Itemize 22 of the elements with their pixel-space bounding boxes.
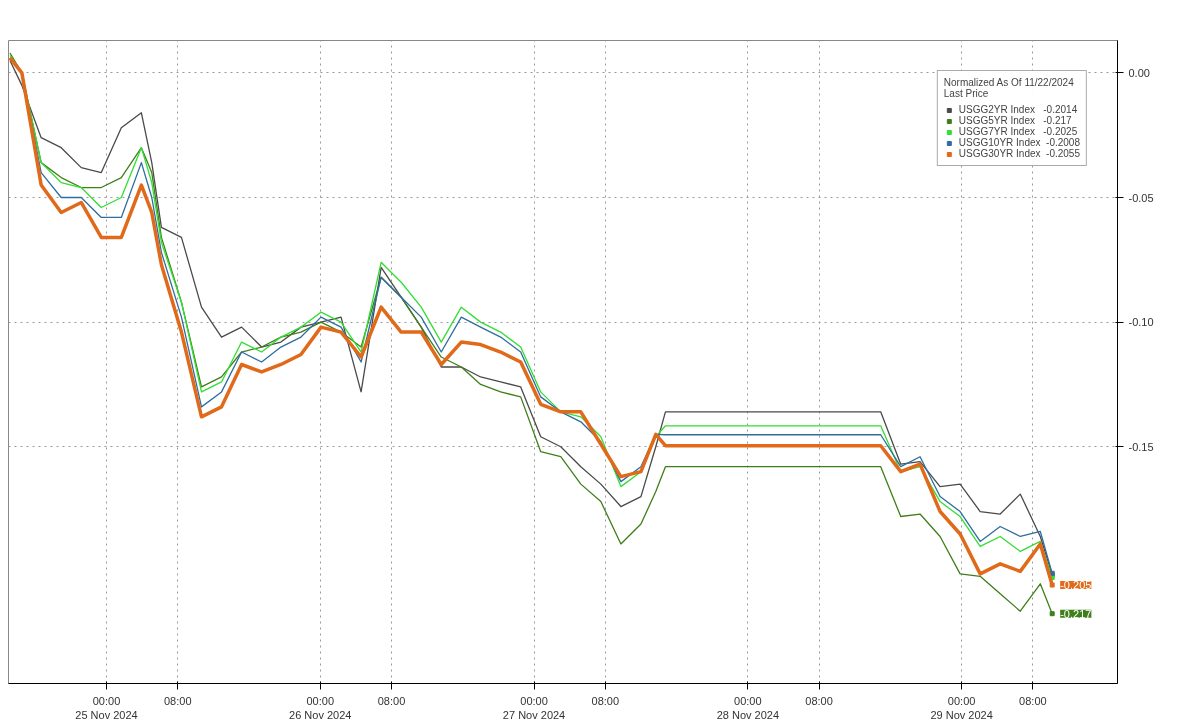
- y-tick-label: -0.15: [1128, 440, 1154, 453]
- legend-label: USGG7YR Index -0.2025: [958, 126, 1078, 137]
- x-tick-label: 00:00 29 Nov 2024: [930, 694, 993, 721]
- legend-label: USGG2YR Index -0.2014: [958, 104, 1078, 115]
- y-tick-label: -0.05: [1128, 191, 1154, 204]
- x-tick-label: 00:00 25 Nov 2024: [75, 694, 138, 721]
- x-tick-label: 00:00 28 Nov 2024: [716, 694, 780, 721]
- legend-title: Normalized As Of 11/22/2024 Last Price: [943, 77, 1075, 99]
- legend-label: USGG5YR Index -0.217: [958, 115, 1072, 126]
- y-tick-label: -0.10: [1128, 316, 1154, 329]
- annotation: -0.217: [1060, 607, 1092, 620]
- x-tick-label: 00:00 26 Nov 2024: [289, 694, 352, 721]
- x-tick-label: 08:00: [377, 694, 406, 707]
- x-tick-label: 08:00: [805, 694, 833, 707]
- legend-label: USGG10YR Index -0.2008: [958, 137, 1080, 148]
- annotation: -0.205: [1060, 579, 1092, 592]
- y-tick-label: 0.00: [1128, 66, 1150, 79]
- x-tick-label: 08:00: [163, 694, 192, 707]
- legend-label: USGG30YR Index -0.2055: [958, 148, 1080, 159]
- x-tick-label: 00:00 27 Nov 2024: [502, 694, 566, 721]
- x-tick-label: 08:00: [1019, 694, 1047, 707]
- x-tick-label: 08:00: [591, 694, 620, 707]
